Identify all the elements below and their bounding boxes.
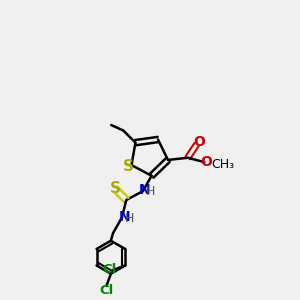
Text: H: H bbox=[146, 185, 155, 198]
Text: Cl: Cl bbox=[103, 263, 117, 276]
Text: Cl: Cl bbox=[99, 284, 114, 297]
Text: N: N bbox=[139, 183, 151, 197]
Text: N: N bbox=[118, 209, 130, 224]
Text: H: H bbox=[125, 212, 134, 225]
Text: O: O bbox=[201, 155, 212, 169]
Text: O: O bbox=[193, 135, 205, 149]
Text: CH₃: CH₃ bbox=[212, 158, 235, 171]
Text: S: S bbox=[110, 182, 121, 196]
Text: S: S bbox=[123, 159, 134, 174]
